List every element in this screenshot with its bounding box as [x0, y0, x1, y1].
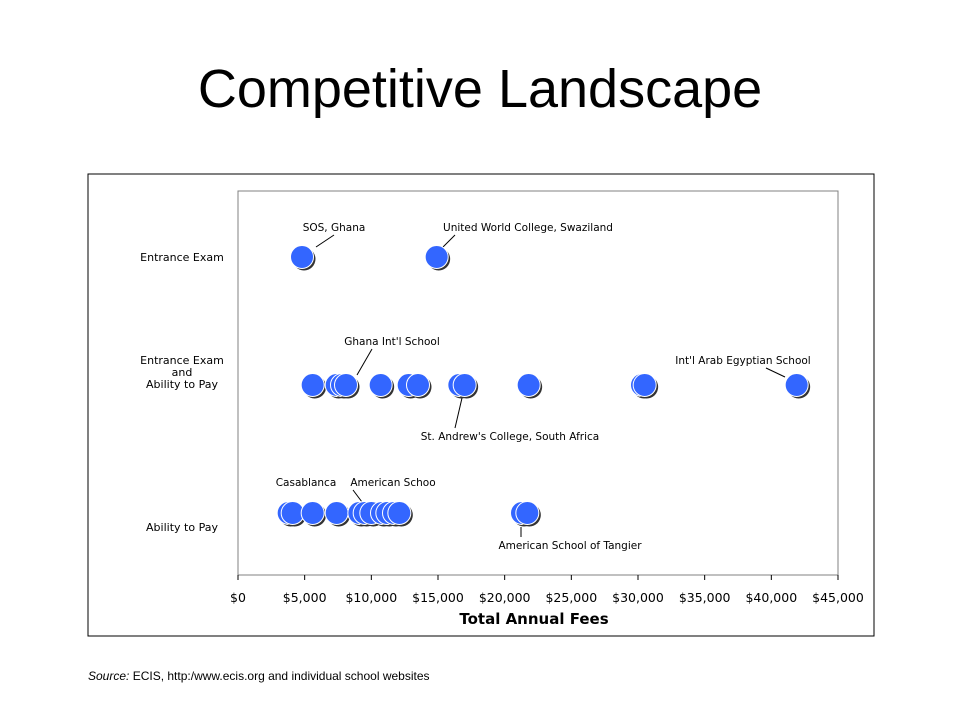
row-label-entrance_exam-0: Entrance Exam — [140, 251, 224, 264]
data-point-exam_and_pay-11 — [632, 373, 657, 397]
data-point-exam_and_pay-12 — [784, 373, 809, 397]
data-point-exam_and_pay-6 — [406, 373, 430, 397]
x-tick-label-7: $35,000 — [679, 590, 731, 605]
row-label-exam_and_pay-1: and — [172, 366, 193, 379]
row-label-ability_to_pay-0: Ability to Pay — [146, 521, 218, 534]
annotation-leaders — [315, 234, 786, 537]
data-point-exam_and_pay-4 — [368, 373, 393, 397]
x-axis-title: Total Annual Fees — [459, 610, 608, 628]
annotations: SOS, Ghana United World College, Swazilan… — [276, 222, 811, 552]
annotation-label-5: Casablanca — [276, 477, 337, 489]
data-points — [276, 245, 811, 527]
data-point-exam_and_pay-9 — [516, 373, 541, 397]
annotation-label-7: American School of Tangier — [498, 540, 642, 552]
annotation-label-0: SOS, Ghana — [303, 222, 366, 234]
annotation-leader-1 — [442, 234, 456, 248]
row-label-exam_and_pay-2: Ability to Pay — [146, 378, 218, 391]
annotation-label-3: Int'l Arab Egyptian School — [675, 355, 810, 367]
x-tick-label-2: $10,000 — [345, 590, 397, 605]
x-tick-label-5: $25,000 — [545, 590, 597, 605]
data-point-ability_to_pay-12 — [515, 501, 540, 525]
x-tick-label-8: $40,000 — [745, 590, 797, 605]
row-label-exam_and_pay-0: Entrance Exam — [140, 354, 224, 367]
x-tick-label-4: $20,000 — [479, 590, 531, 605]
x-tick-label-6: $30,000 — [612, 590, 664, 605]
annotation-leader-3 — [765, 367, 786, 378]
data-point-exam_and_pay-3 — [334, 373, 358, 397]
annotation-leader-2 — [356, 348, 373, 376]
annotation-leader-4 — [454, 397, 463, 429]
annotation-leader-0 — [315, 234, 335, 248]
data-point-exam_and_pay-0 — [300, 373, 325, 397]
data-point-ability_to_pay-2 — [300, 501, 325, 525]
x-axis: $0 $5,000 $10,000 $15,000 $20,000 $25,000 $30,… — [230, 575, 864, 605]
annotation-label-4: St. Andrew's College, South Africa — [421, 431, 599, 443]
annotation-label-1: United World College, Swaziland — [443, 222, 613, 234]
x-tick-label-9: $45,000 — [812, 590, 864, 605]
x-tick-label-1: $5,000 — [283, 590, 327, 605]
annotation-label-2: Ghana Int'l School — [344, 336, 440, 348]
slide-title: Competitive Landscape — [197, 59, 763, 119]
x-tick-label-0: $0 — [230, 590, 246, 605]
source-label: Source: — [88, 669, 130, 683]
source-text: ECIS, http:/www.ecis.org and individual … — [132, 669, 430, 683]
data-point-entrance_exam-0 — [290, 245, 314, 269]
source-note: Source: ECIS, http:/www.ecis.org and ind… — [88, 669, 430, 683]
data-point-entrance_exam-1 — [424, 245, 449, 269]
annotation-leader-6 — [352, 489, 363, 503]
x-tick-label-3: $15,000 — [412, 590, 464, 605]
data-point-exam_and_pay-8 — [452, 373, 477, 397]
data-point-ability_to_pay-10 — [387, 501, 412, 525]
annotation-label-6: American Schoo — [350, 477, 435, 489]
data-point-ability_to_pay-3 — [324, 501, 349, 525]
